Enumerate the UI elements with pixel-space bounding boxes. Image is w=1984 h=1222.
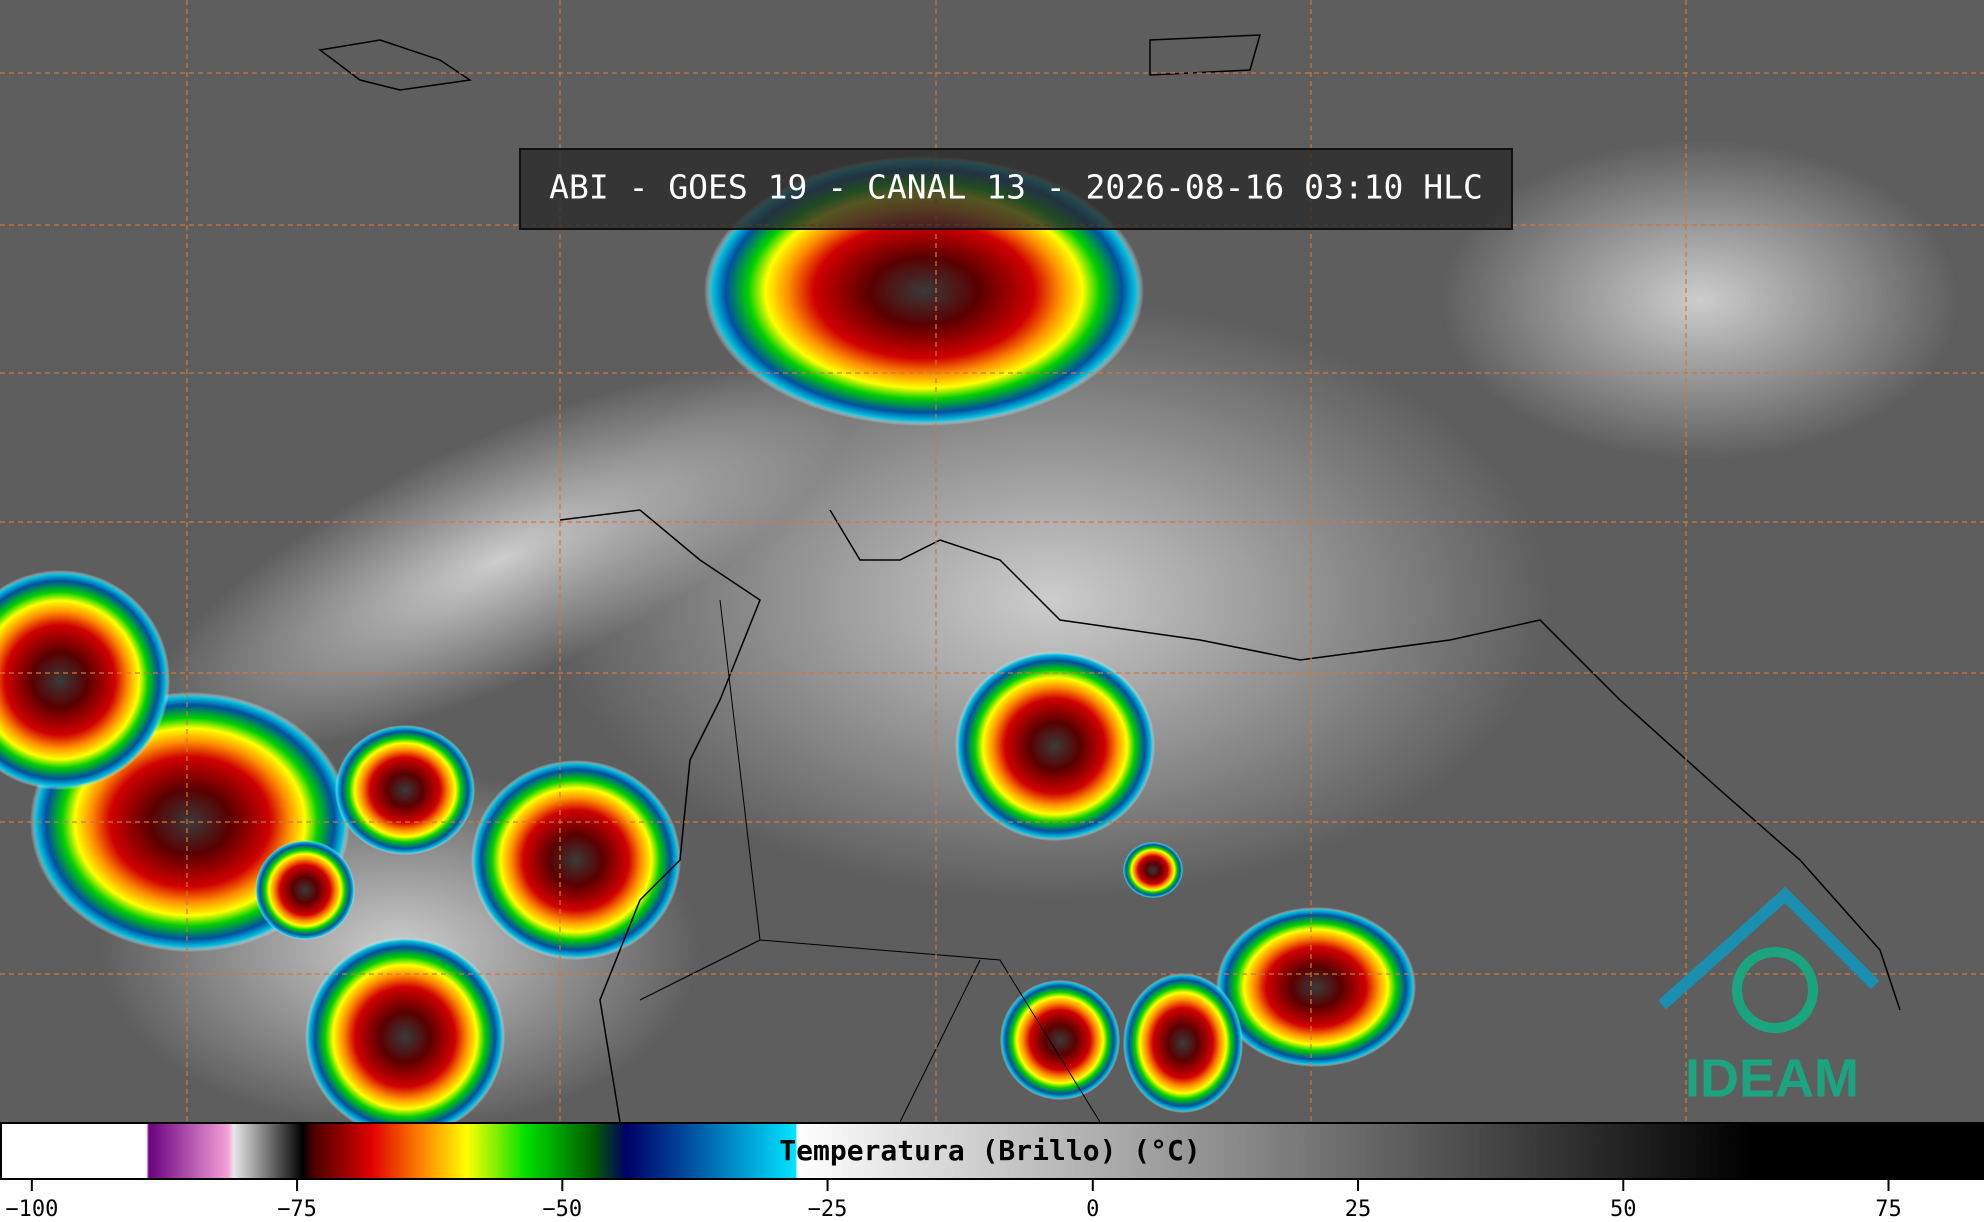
tick-label: −25 <box>808 1197 848 1222</box>
colorbar-segment <box>228 1123 234 1179</box>
colorbar: −100 −75 −50 −25 0 25 50 75 <box>0 1123 1984 1222</box>
logo: IDEAM <box>1658 886 1880 1108</box>
colorbar-segment <box>424 1123 468 1179</box>
colorbar-segment <box>1750 1123 1984 1179</box>
colorbar-segment <box>233 1123 303 1179</box>
colorbar-label: Temperatura (Brillo) (°C) <box>779 1134 1200 1167</box>
tick-label: 75 <box>1875 1197 1902 1222</box>
tick-label: −100 <box>5 1197 58 1222</box>
colorbar-segment <box>0 1123 147 1179</box>
colorbar-segment <box>594 1123 627 1179</box>
colorbar-segment <box>371 1123 425 1179</box>
tick-label: −50 <box>542 1197 582 1222</box>
colorbar-segment <box>146 1123 150 1179</box>
title: ABI - GOES 19 - CANAL 13 - 2026-08-16 03… <box>549 168 1483 207</box>
tick-label: 50 <box>1610 1197 1637 1222</box>
colorbar-segment <box>689 1123 797 1179</box>
colorbar-segment <box>795 1123 798 1179</box>
title-box <box>519 148 1513 230</box>
colorbar-segment <box>796 1123 1752 1179</box>
colorbar-segment <box>312 1123 372 1179</box>
colorbar-segment <box>625 1123 691 1179</box>
logo-text: IDEAM <box>1685 1048 1859 1108</box>
colorbar-frame <box>0 1122 1984 1180</box>
tick-label: 25 <box>1345 1197 1372 1222</box>
colorbar-segment <box>466 1123 526 1179</box>
colorbar-segment <box>148 1123 229 1179</box>
tick-label: −75 <box>277 1197 317 1222</box>
tick-label: 0 <box>1086 1197 1099 1222</box>
colorbar-segment <box>302 1123 314 1179</box>
colorbar-segment <box>525 1123 595 1179</box>
